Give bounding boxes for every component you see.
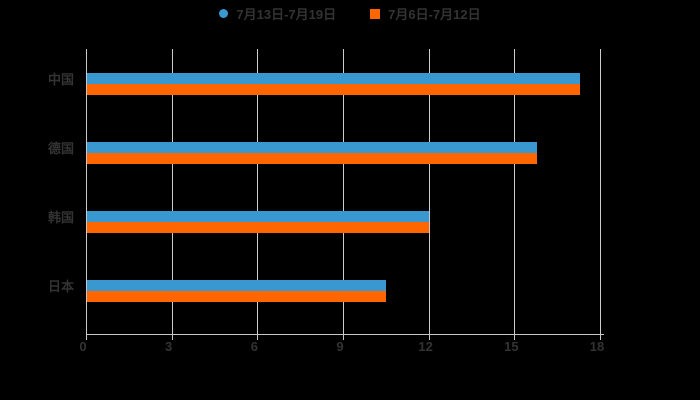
bar-week1	[87, 84, 580, 95]
x-tick-label: 3	[165, 339, 173, 354]
gridline	[428, 49, 430, 334]
x-tick-label: 9	[336, 339, 344, 354]
y-axis-line	[86, 49, 87, 334]
bar-week1	[87, 291, 386, 302]
x-axis-tick	[171, 335, 173, 340]
y-category-label: 德国	[47, 141, 74, 156]
bar-week2	[87, 280, 386, 291]
legend-label: 7月13日-7月19日	[236, 7, 337, 22]
x-axis-tick	[86, 335, 87, 340]
x-tick-label: 15	[504, 339, 519, 354]
gridline	[600, 49, 601, 334]
y-category-label: 韩国	[47, 210, 74, 225]
x-axis-line	[86, 334, 604, 335]
x-tick-label: 0	[79, 339, 87, 354]
x-axis-tick	[343, 335, 344, 340]
x-tick-label: 6	[250, 339, 258, 354]
legend: 7月13日-7月19日 7月6日-7月12日	[0, 4, 700, 23]
x-axis-tick	[514, 335, 516, 340]
gridline	[343, 49, 344, 334]
bar-week2	[87, 73, 580, 84]
legend-square-marker-icon	[370, 8, 381, 19]
gridline	[257, 49, 259, 334]
x-axis-tick	[600, 335, 601, 340]
y-category-label: 日本	[47, 279, 74, 294]
gridline	[514, 49, 516, 334]
bar-week2	[87, 142, 538, 153]
legend-label: 7月6日-7月12日	[388, 7, 481, 22]
legend-circle-marker-icon	[219, 9, 229, 18]
bar-week2	[87, 211, 429, 222]
legend-item-jul13-19[interactable]: 7月13日-7月19日	[219, 4, 336, 23]
legend-item-jul6-12[interactable]: 7月6日-7月12日	[370, 4, 481, 23]
bar-week1	[87, 222, 429, 233]
gridline	[171, 49, 173, 334]
x-tick-label: 12	[418, 339, 433, 354]
x-axis-tick	[428, 335, 430, 340]
y-category-label: 中国	[47, 72, 74, 87]
x-axis-tick	[257, 335, 259, 340]
x-tick-label: 18	[589, 339, 605, 354]
bar-week1	[87, 153, 538, 164]
